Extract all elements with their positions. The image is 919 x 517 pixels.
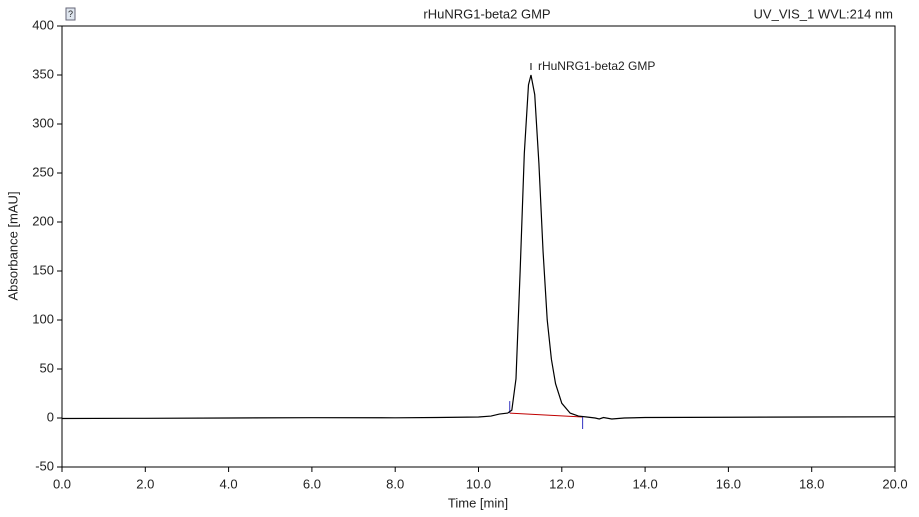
- x-tick-label: 8.0: [386, 476, 404, 491]
- x-tick-label: 16.0: [716, 476, 741, 491]
- y-tick-label: 150: [32, 262, 54, 277]
- x-tick-label: 0.0: [53, 476, 71, 491]
- y-tick-label: -50: [35, 458, 54, 473]
- x-tick-label: 10.0: [466, 476, 491, 491]
- x-tick-label: 14.0: [632, 476, 657, 491]
- trace: [61, 74, 896, 420]
- y-tick-label: 0: [47, 409, 54, 424]
- x-tick-label: 20.0: [882, 476, 907, 491]
- y-tick-label: 350: [32, 66, 54, 81]
- x-tick-label: 2.0: [136, 476, 154, 491]
- x-tick-label: 18.0: [799, 476, 824, 491]
- y-tick-label: 200: [32, 213, 54, 228]
- y-tick-label: 300: [32, 115, 54, 130]
- channel-label: UV_VIS_1 WVL:214 nm: [754, 6, 893, 21]
- x-tick-label: 6.0: [303, 476, 321, 491]
- y-tick-label: 50: [40, 360, 54, 375]
- chart-title: rHuNRG1-beta2 GMP: [423, 6, 550, 21]
- x-tick-label: 12.0: [549, 476, 574, 491]
- help-icon[interactable]: ?: [65, 7, 76, 21]
- y-tick-label: 400: [32, 17, 54, 32]
- y-tick-label: 100: [32, 311, 54, 326]
- peak-label: rHuNRG1-beta2 GMP: [538, 59, 655, 73]
- y-tick-label: 250: [32, 164, 54, 179]
- svg-text:?: ?: [68, 9, 73, 19]
- y-axis-label: Absorbance [mAU]: [5, 191, 20, 300]
- x-tick-label: 4.0: [220, 476, 238, 491]
- x-axis-label: Time [min]: [448, 495, 508, 510]
- baseline: [509, 412, 583, 418]
